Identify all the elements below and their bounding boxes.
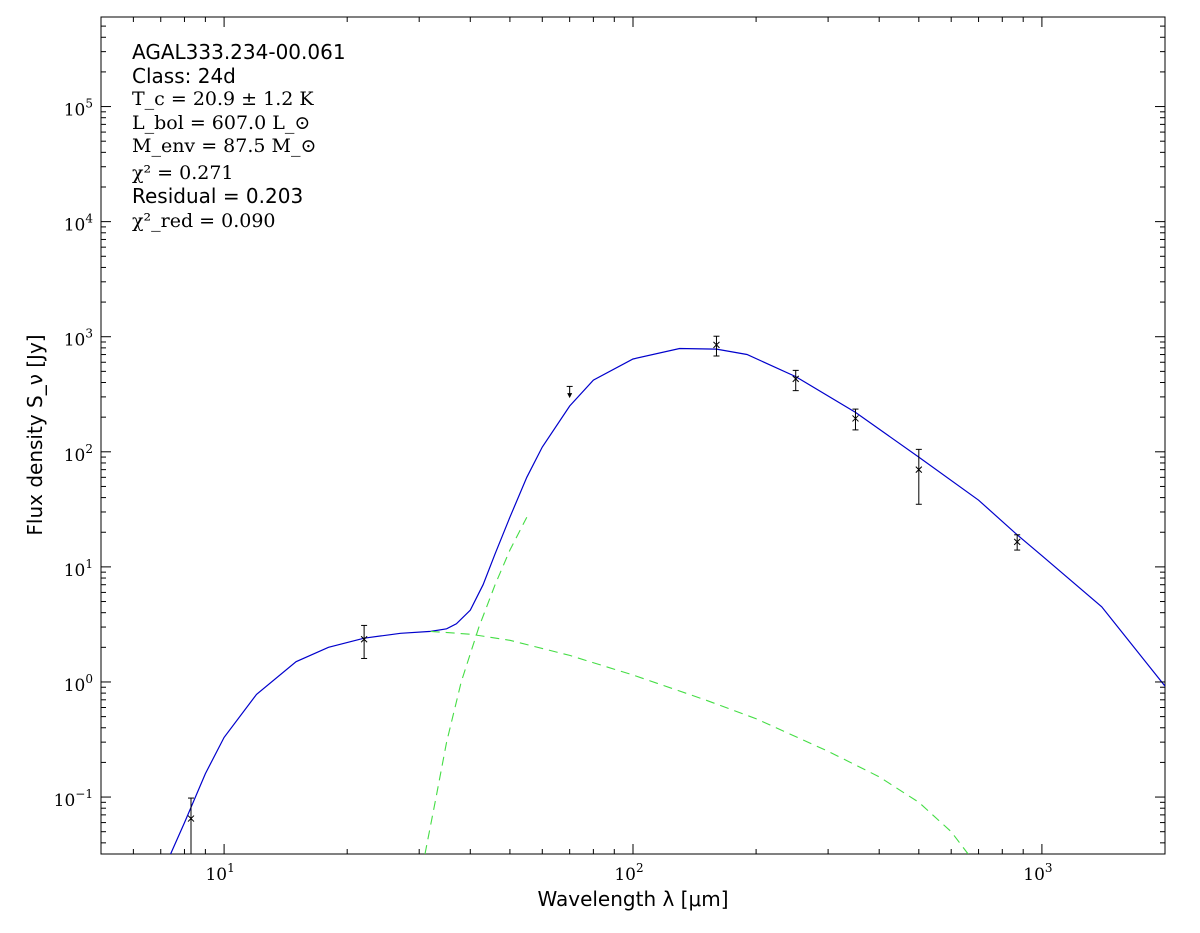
chi2-label: χ² = 0.271 xyxy=(132,162,234,184)
point-marker xyxy=(915,466,923,473)
data-point-3 xyxy=(713,335,720,357)
fit-curves xyxy=(170,347,1165,854)
fit-annotations: AGAL333.234-00.061 Class: 24d T_c = 20.9… xyxy=(132,40,346,232)
data-point-6 xyxy=(915,448,923,505)
envelope-mass-label: M_env = 87.5 M_⊙ xyxy=(132,135,316,157)
y-tick-label: 100 xyxy=(64,672,93,696)
y-tick-label: 103 xyxy=(64,327,93,351)
x-tick-label: 101 xyxy=(205,861,234,885)
x-tick-label: 103 xyxy=(1023,861,1052,885)
point-marker xyxy=(360,635,368,643)
axis-ticks xyxy=(100,16,1166,854)
y-tick-label: 104 xyxy=(64,212,94,236)
data-points xyxy=(187,335,1021,855)
data-point-1 xyxy=(187,797,195,855)
residual-label: Residual = 0.203 xyxy=(132,184,303,208)
series-warm-component xyxy=(430,630,969,854)
point-marker xyxy=(792,375,800,383)
upper-limit-1 xyxy=(566,385,573,399)
point-marker xyxy=(1013,538,1021,546)
series-total xyxy=(170,347,1165,854)
plot-frame xyxy=(100,16,1166,855)
data-point-4 xyxy=(792,369,800,392)
y-tick-label: 102 xyxy=(64,442,93,466)
y-tick-label: 105 xyxy=(64,97,93,121)
upper-limit-arrow xyxy=(567,393,573,399)
x-axis-title: Wavelength λ [μm] xyxy=(537,887,728,911)
series-cold-component xyxy=(424,516,528,854)
y-tick-label: 101 xyxy=(64,557,93,581)
x-tick-label: 102 xyxy=(614,861,643,885)
data-point-5 xyxy=(852,408,859,431)
y-tick-label: 10−1 xyxy=(54,787,93,811)
point-marker xyxy=(713,341,720,349)
y-axis-title: Flux density S_ν [Jy] xyxy=(23,334,47,535)
tick-labels: 101 102 103 10−1 100 101 102 103 104 105 xyxy=(54,97,1053,885)
data-point-2 xyxy=(360,624,368,659)
point-marker xyxy=(852,415,859,422)
luminosity-label: L_bol = 607.0 L_⊙ xyxy=(132,112,310,134)
class-label: Class: 24d xyxy=(132,64,236,88)
data-point-7 xyxy=(1013,534,1021,551)
temperature-label: T_c = 20.9 ± 1.2 K xyxy=(132,88,314,110)
point-marker xyxy=(187,815,195,822)
source-name: AGAL333.234-00.061 xyxy=(132,40,346,64)
reduced-chi2-label: χ²_red = 0.090 xyxy=(132,210,276,232)
